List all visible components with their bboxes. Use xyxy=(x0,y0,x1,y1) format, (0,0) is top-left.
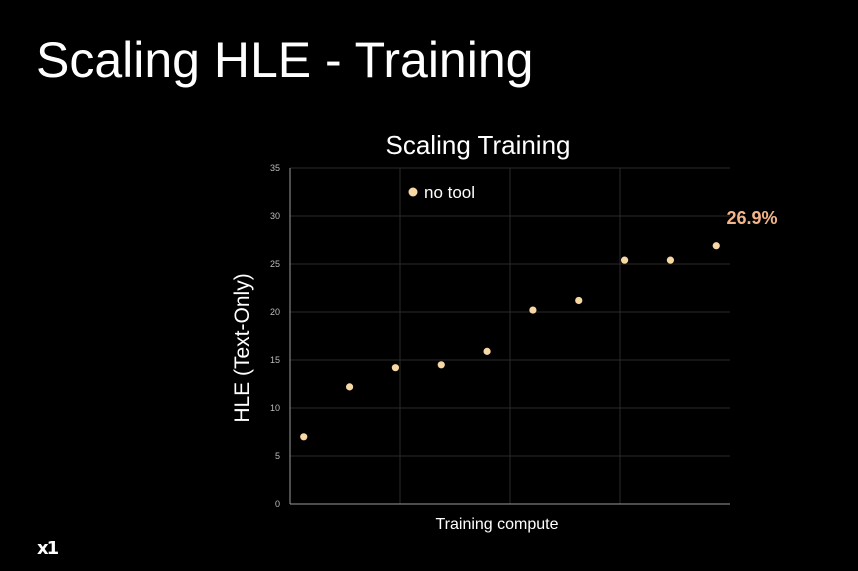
data-point xyxy=(529,306,537,314)
data-point xyxy=(666,256,675,264)
data-annotation-label: 26.9% xyxy=(726,208,777,228)
y-tick-label: 30 xyxy=(270,211,280,221)
y-tick-label: 25 xyxy=(270,259,280,269)
data-point xyxy=(620,256,629,264)
data-point xyxy=(575,296,583,305)
chart-title: Scaling Training xyxy=(386,130,571,160)
chart-points xyxy=(300,242,720,441)
y-tick-label: 35 xyxy=(270,163,280,173)
legend-label: no tool xyxy=(424,183,475,202)
data-point xyxy=(391,364,400,372)
y-tick-label: 20 xyxy=(270,307,280,317)
y-tick-label: 10 xyxy=(270,403,280,413)
data-point xyxy=(300,433,308,441)
data-point xyxy=(712,242,720,250)
chart-axes xyxy=(289,168,730,505)
slide-title: Scaling HLE - Training xyxy=(36,32,534,88)
y-axis-label: HLE (Text-Only) xyxy=(231,273,254,422)
chart-grid xyxy=(290,167,730,504)
y-tick-label: 0 xyxy=(275,499,280,509)
x-axis-label: Training compute xyxy=(435,516,558,533)
data-point xyxy=(437,361,445,369)
company-logo: x1 xyxy=(37,538,59,559)
y-tick-label: 15 xyxy=(270,355,280,365)
data-point xyxy=(345,383,354,391)
chart-y-ticks: 0 5 10 15 20 25 30 35 xyxy=(270,163,280,509)
y-tick-label: 5 xyxy=(275,451,280,461)
data-point xyxy=(483,347,491,355)
legend: no tool xyxy=(408,183,475,202)
legend-marker xyxy=(408,187,418,197)
